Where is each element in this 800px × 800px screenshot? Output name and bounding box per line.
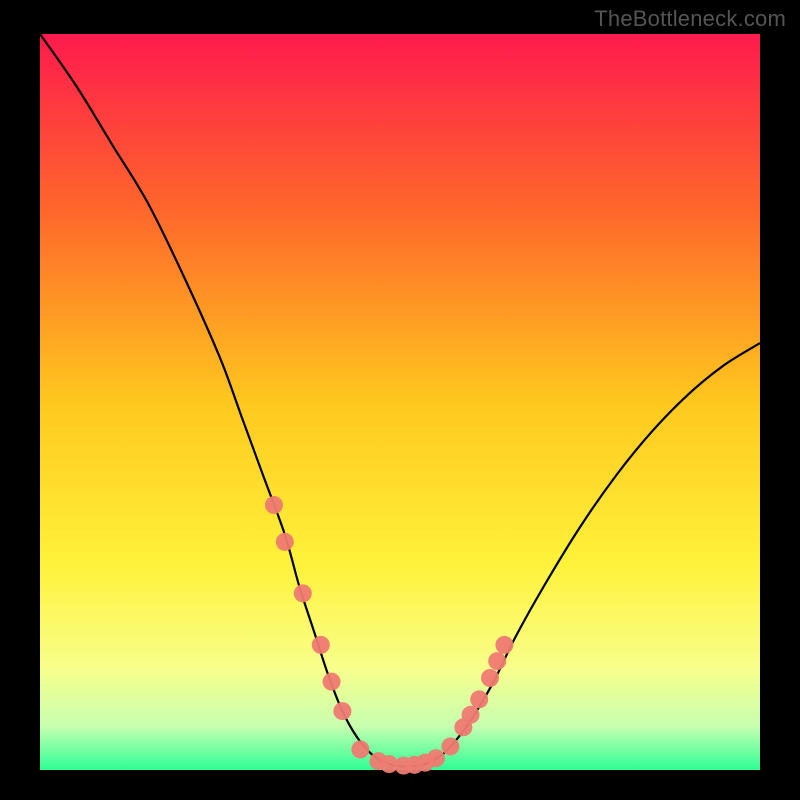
marker-dot <box>470 690 488 708</box>
marker-dot <box>323 673 341 691</box>
v-curve <box>40 34 760 767</box>
marker-dot <box>488 652 506 670</box>
curve-layer <box>40 34 760 770</box>
marker-dot <box>333 702 351 720</box>
marker-dot <box>294 584 312 602</box>
chart-canvas: TheBottleneck.com <box>0 0 800 800</box>
marker-dot <box>427 749 445 767</box>
marker-dot <box>351 740 369 758</box>
watermark-text: TheBottleneck.com <box>594 6 786 32</box>
marker-dot <box>276 533 294 551</box>
marker-dot <box>265 496 283 514</box>
marker-dot <box>495 636 513 654</box>
marker-dot <box>441 737 459 755</box>
marker-dot <box>312 636 330 654</box>
marker-dot <box>462 706 480 724</box>
marker-group <box>265 496 513 775</box>
marker-dot <box>481 669 499 687</box>
plot-area <box>40 34 760 770</box>
